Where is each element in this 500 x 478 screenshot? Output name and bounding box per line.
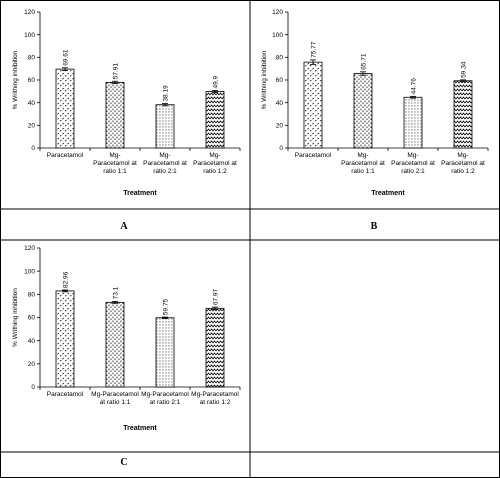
bar <box>303 61 323 149</box>
category-label-line: Paracetamol <box>47 391 84 398</box>
y-tick-label: 0 <box>279 145 283 152</box>
y-tick-label: 20 <box>28 123 36 130</box>
y-tick-label: 120 <box>24 245 35 252</box>
category-label-line: Paracetamol at <box>193 160 237 167</box>
bar <box>453 80 473 149</box>
data-label: 75.77 <box>311 41 318 58</box>
x-axis-label: Treatment <box>123 425 157 432</box>
category-label-line: ratio 1:1 <box>103 168 127 175</box>
category-label: Mg-Paracetamol at ratio 1:2 <box>441 152 485 175</box>
y-tick-label: 80 <box>28 55 36 62</box>
chart-panel-c: 0 20 40 60 80 100 120 % Writhing inhibition 82.9… <box>12 245 241 432</box>
category-label-line: Paracetamol at <box>143 160 187 167</box>
category-label-line: Paracetamol <box>295 152 332 159</box>
category-label-line: Paracetamol at <box>341 160 385 167</box>
category-label-line: ratio 2:1 <box>153 168 177 175</box>
y-tick-label: 40 <box>28 338 36 345</box>
y-tick-label: 120 <box>24 9 35 16</box>
data-label: 38.19 <box>163 85 170 102</box>
bar <box>55 68 75 149</box>
y-tick-label: 0 <box>31 384 35 391</box>
category-label: Mg-Paracetamol at ratio 1:1 <box>341 152 385 175</box>
data-label: 67.97 <box>213 288 220 305</box>
y-tick-label: 80 <box>28 292 36 299</box>
y-tick-label: 40 <box>28 100 36 107</box>
y-axis-label: % Writhing inhibition <box>261 50 268 109</box>
category-label-line: ratio 1:2 <box>451 168 475 175</box>
bar <box>105 301 125 388</box>
y-tick-label: 20 <box>28 361 36 368</box>
bar <box>55 290 75 388</box>
bar <box>403 96 423 149</box>
y-tick-label: 60 <box>28 315 36 322</box>
category-label-line: Mg- <box>407 152 418 159</box>
category-label-line: at ratio 1:1 <box>100 399 131 406</box>
category-label-line: Mg-Paracetamol <box>141 391 189 398</box>
y-tick-label: 40 <box>276 100 284 107</box>
panel-label-c: C <box>120 457 127 468</box>
y-tick-label: 60 <box>28 77 36 84</box>
data-label: 73.1 <box>113 286 120 299</box>
data-label: 69.61 <box>63 49 70 66</box>
bar <box>155 104 175 149</box>
category-label-line: Mg- <box>159 152 170 159</box>
y-tick-label: 20 <box>276 123 284 130</box>
data-label: 65.71 <box>361 53 368 70</box>
y-tick-label: 60 <box>276 77 284 84</box>
category-label: Mg-Paracetamol at ratio 2:1 <box>143 152 187 175</box>
panel-label-a: A <box>120 221 128 232</box>
category-label-line: Paracetamol at <box>391 160 435 167</box>
category-label-line: ratio 2:1 <box>401 168 425 175</box>
category-label: Paracetamol <box>47 391 84 398</box>
category-label: Mg-Paracetamol at ratio 1:2 <box>191 391 239 406</box>
data-label: 44.76 <box>411 78 418 95</box>
data-label: 59.75 <box>163 298 170 315</box>
x-axis-label: Treatment <box>123 190 157 197</box>
panel-label-b: B <box>371 221 378 232</box>
y-tick-label: 100 <box>24 268 35 275</box>
category-label: Paracetamol <box>47 152 84 159</box>
category-label-line: Mg- <box>109 152 120 159</box>
y-axis-label: % Writhing inhibition <box>12 50 19 109</box>
category-label-line: ratio 1:1 <box>351 168 375 175</box>
category-label-line: at ratio 1:2 <box>200 399 231 406</box>
category-label-line: Mg- <box>357 152 368 159</box>
category-label-line: ratio 1:2 <box>203 168 227 175</box>
category-label: Mg-Paracetamol at ratio 1:2 <box>193 152 237 175</box>
data-label: 59.34 <box>461 61 468 78</box>
x-axis-label: Treatment <box>371 190 405 197</box>
category-label: Paracetamol <box>295 152 332 159</box>
chart-panel-b: 0 20 40 60 80 100 120 % Writhing inhibition 75.7… <box>261 9 489 197</box>
category-label: Mg-Paracetamol at ratio 1:1 <box>91 391 139 406</box>
y-tick-label: 100 <box>272 32 283 39</box>
category-label-line: Mg- <box>457 152 468 159</box>
y-tick-label: 0 <box>31 145 35 152</box>
y-tick-label: 100 <box>24 32 35 39</box>
bar <box>353 73 373 149</box>
chart-panel-a: 0 20 40 60 80 100 120 % Writhing inhibition 69.6… <box>12 9 241 197</box>
category-label: Mg-Paracetamol at ratio 1:1 <box>93 152 137 175</box>
bar <box>205 307 225 388</box>
category-label: Mg-Paracetamol at ratio 2:1 <box>141 391 189 406</box>
category-label-line: at ratio 2:1 <box>150 399 181 406</box>
category-label-line: Mg-Paracetamol <box>191 391 239 398</box>
data-label: 82.96 <box>63 271 70 288</box>
y-tick-label: 80 <box>276 55 284 62</box>
bar <box>205 91 225 149</box>
bar <box>105 81 125 149</box>
category-label-line: Mg-Paracetamol <box>91 391 139 398</box>
y-tick-label: 120 <box>272 9 283 16</box>
category-label-line: Paracetamol at <box>93 160 137 167</box>
category-label-line: Paracetamol <box>47 152 84 159</box>
category-label-line: Paracetamol at <box>441 160 485 167</box>
y-axis-label: % Writhing inhibition <box>12 288 19 347</box>
data-label: 49.9 <box>213 76 220 89</box>
category-label: Mg-Paracetamol at ratio 2:1 <box>391 152 435 175</box>
bar <box>155 317 175 388</box>
data-label: 57.91 <box>113 63 120 80</box>
category-label-line: Mg- <box>209 152 220 159</box>
